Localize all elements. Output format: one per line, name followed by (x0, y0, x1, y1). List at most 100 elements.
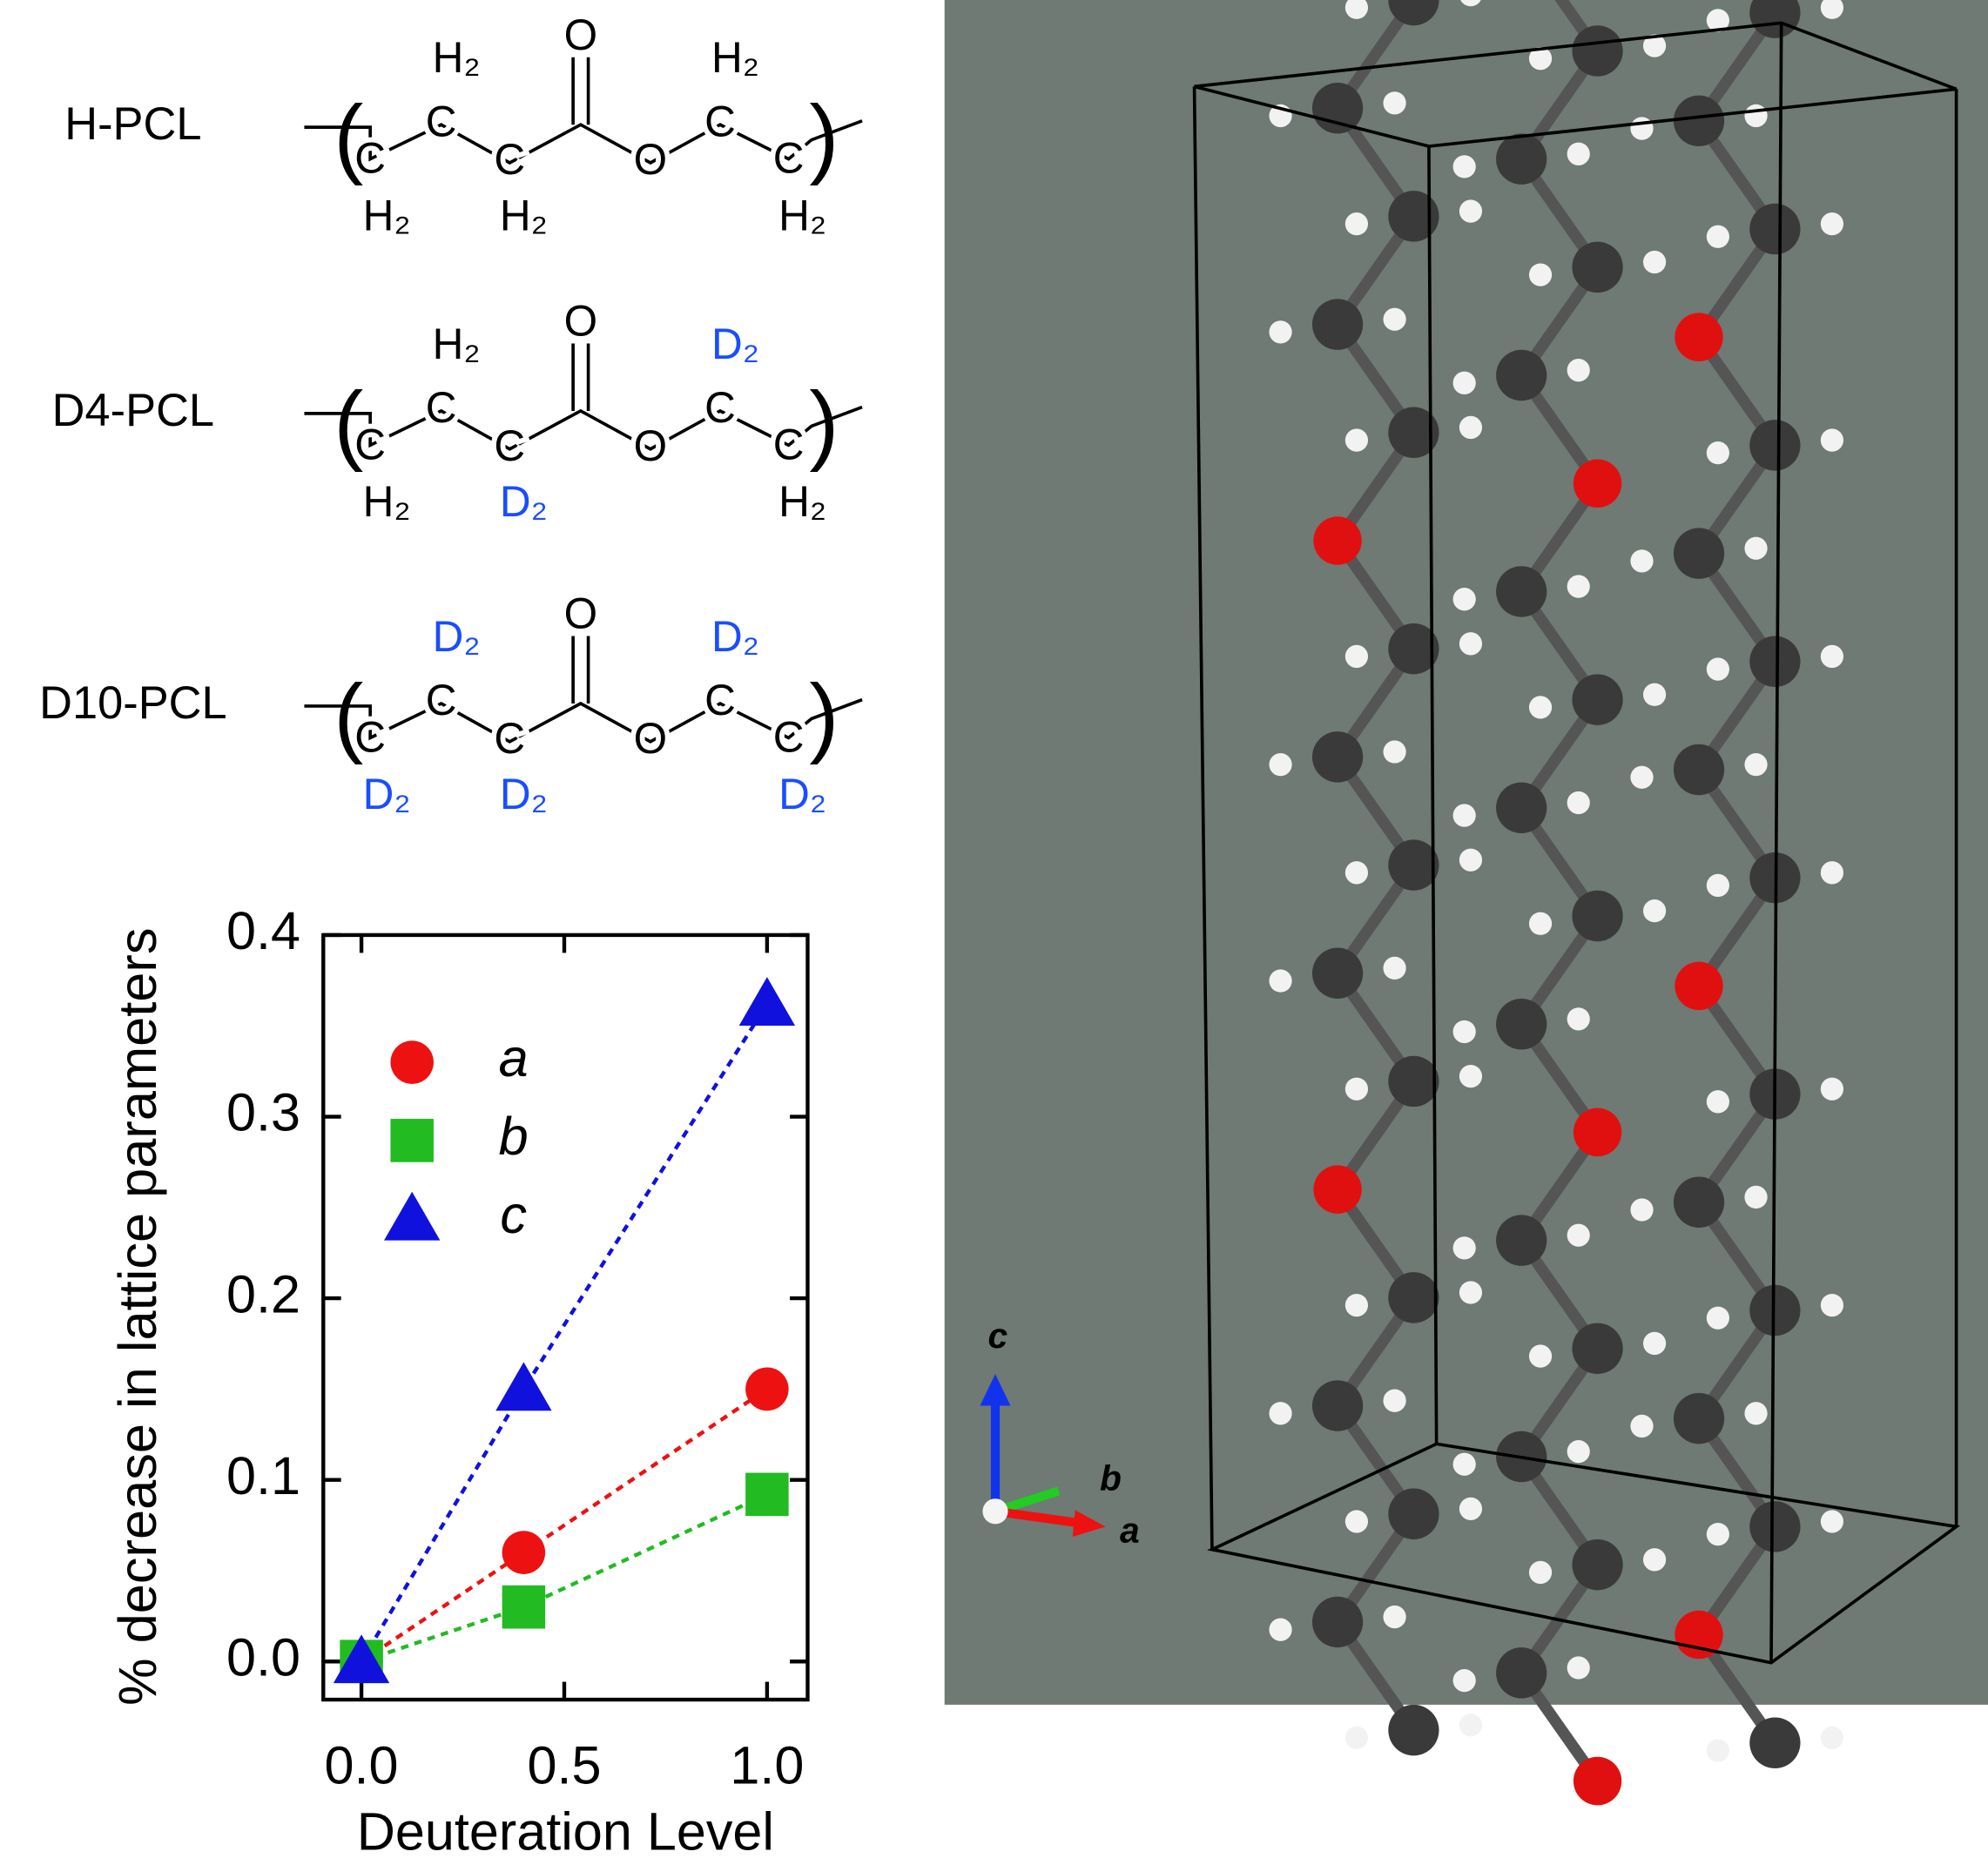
axis-label-a: a (1120, 1510, 1140, 1550)
atom-label: C (354, 712, 386, 761)
hydrogen-atom (1459, 848, 1483, 872)
marker (502, 1585, 546, 1629)
hydrogen-atom (1630, 549, 1654, 573)
marker (502, 1531, 546, 1574)
carbon-atom (1749, 203, 1801, 255)
substituent: H₂ (363, 477, 411, 526)
hydrogen-atom (1452, 155, 1476, 178)
substituent: H₂ (778, 477, 826, 526)
carbon-atom (1572, 25, 1623, 77)
bracket: ) (809, 87, 839, 186)
hydrogen-atom (1344, 644, 1369, 669)
atom-label: C (426, 97, 457, 145)
substituent: H₂ (500, 191, 548, 239)
x-tick-label: 0.5 (527, 1736, 601, 1795)
atom-label: O (564, 589, 598, 638)
hydrogen-atom (1642, 683, 1667, 706)
hydrogen-atom (1459, 415, 1483, 440)
carbon-atom (1388, 839, 1439, 891)
carbon-atom (1388, 1055, 1439, 1108)
hydrogen-atom (1706, 9, 1729, 32)
y-tick-label: 0.1 (226, 1446, 300, 1505)
carbon-atom (1496, 566, 1547, 617)
carbon-atom (1749, 1284, 1801, 1336)
marker (745, 1367, 789, 1411)
hydrogen-atom (1383, 1389, 1406, 1412)
carbon-atom (1496, 998, 1547, 1050)
hydrogen-atom (1820, 644, 1844, 669)
hydrogen-atom (1452, 1020, 1476, 1044)
hydrogen-atom (1706, 1090, 1729, 1114)
carbon-atom (1572, 241, 1623, 293)
legend-marker (390, 1119, 434, 1162)
carbon-atom (1673, 744, 1725, 796)
hydrogen-atom (1344, 1510, 1369, 1533)
atom-label: O (564, 297, 598, 346)
hydrogen-atom (1642, 1548, 1667, 1572)
hydrogen-atom (1344, 1077, 1369, 1101)
hydrogen-atom (1269, 1618, 1292, 1641)
hydrogen-atom (1452, 804, 1476, 827)
bond (304, 405, 863, 451)
hydrogen-atom (1528, 47, 1553, 71)
carbon-atom (1388, 191, 1439, 242)
hydrogen-atom (1744, 752, 1768, 777)
substituent: D₂ (778, 770, 826, 818)
hydrogen-atom (1630, 1198, 1654, 1222)
carbon-atom (1749, 420, 1801, 471)
hydrogen-atom (1528, 696, 1553, 719)
hydrogen-atom (1567, 1439, 1590, 1464)
bracket: ) (809, 374, 839, 473)
hydrogen-atom (1344, 428, 1369, 452)
atom-label: O (634, 714, 668, 763)
substituent: D₂ (433, 612, 481, 661)
hydrogen-atom (1567, 1223, 1590, 1247)
atom-label: C (704, 383, 736, 432)
hydrogen-atom (1344, 1293, 1369, 1317)
carbon-atom (1673, 95, 1725, 147)
hydrogen-atom (1820, 1510, 1844, 1533)
bracket: ) (809, 666, 839, 765)
hydrogen-atom (1820, 1293, 1844, 1317)
carbon-atom (1749, 636, 1801, 688)
hydrogen-atom (1269, 752, 1292, 777)
hydrogen-atom (1706, 225, 1729, 248)
structure-name: H-PCL (64, 98, 201, 150)
hydrogen-atom (1744, 104, 1768, 128)
chemical-structures: H-PCL()CCCOOCCH₂H₂H₂H₂H₂D4-PCL()CCCOOCCH… (39, 5, 863, 818)
hydrogen-atom (1344, 212, 1369, 236)
hydrogen-atom (1820, 861, 1844, 885)
x-tick-label: 1.0 (730, 1736, 804, 1795)
carbon-atom (1388, 1488, 1439, 1539)
carbon-atom (1496, 133, 1547, 185)
structure-name: D10-PCL (39, 677, 227, 729)
carbon-atom (1388, 407, 1439, 459)
hydrogen-atom (1820, 212, 1844, 236)
substituent: D₂ (500, 477, 548, 526)
hydrogen-atom (1383, 956, 1406, 980)
substituent: H₂ (363, 191, 411, 239)
carbon-atom (1311, 1596, 1364, 1648)
hydrogen-atom (1459, 1064, 1483, 1088)
y-tick-label: 0.4 (226, 901, 300, 960)
carbon-atom (1311, 731, 1364, 783)
oxygen-atom (1573, 459, 1622, 508)
carbon-atom (1496, 349, 1547, 401)
hydrogen-atom (1344, 861, 1369, 885)
hydrogen-atom (1744, 1402, 1768, 1425)
atom-label: C (773, 134, 805, 183)
carbon-atom (1749, 1501, 1801, 1552)
structure-name: D4-PCL (52, 385, 214, 436)
carbon-atom (1388, 1272, 1439, 1323)
substituent: H₂ (433, 33, 481, 82)
carbon-atom (1673, 1392, 1725, 1444)
hydrogen-atom (1383, 740, 1406, 764)
hydrogen-atom (1269, 1402, 1292, 1425)
x-axis-title: Deuteration Level (357, 1802, 774, 1862)
oxygen-atom (1313, 516, 1362, 565)
axis-label-c: c (988, 1316, 1008, 1356)
carbon-atom (1749, 0, 1801, 38)
fit-line (361, 1492, 768, 1664)
